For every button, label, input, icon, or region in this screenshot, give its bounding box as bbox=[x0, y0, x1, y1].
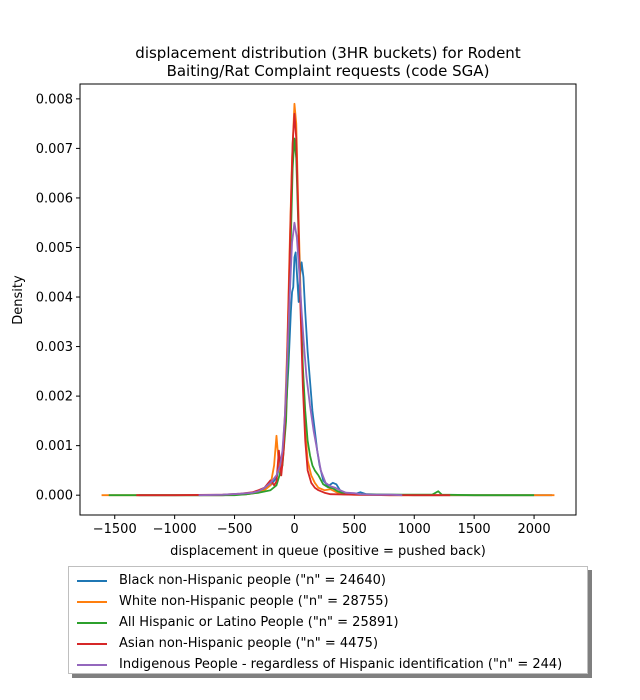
y-tick-label: 0.002 bbox=[36, 390, 73, 405]
y-tick-label: 0.004 bbox=[36, 291, 73, 306]
legend-label: All Hispanic or Latino People ("n" = 258… bbox=[119, 615, 399, 630]
plot-frame bbox=[79, 83, 577, 516]
y-tick-label: 0.006 bbox=[36, 191, 73, 206]
x-tick-label: −1500 bbox=[93, 522, 137, 537]
series-line-2 bbox=[101, 102, 555, 497]
chart-legend: Black non-Hispanic people ("n" = 24640) W… bbox=[68, 566, 588, 674]
legend-item: White non-Hispanic people ("n" = 28755) bbox=[69, 591, 587, 612]
legend-item: Indigenous People - regardless of Hispan… bbox=[69, 654, 587, 675]
y-tick-label: 0.007 bbox=[36, 142, 73, 157]
x-tick-label: −1000 bbox=[153, 522, 197, 537]
legend-label: White non-Hispanic people ("n" = 28755) bbox=[119, 594, 389, 609]
legend-label: Asian non-Hispanic people ("n" = 4475) bbox=[119, 636, 379, 651]
x-tick-label: 1000 bbox=[398, 522, 431, 537]
legend-item: Black non-Hispanic people ("n" = 24640) bbox=[69, 570, 587, 591]
chart-title-line: Baiting/Rat Complaint requests (code SGA… bbox=[167, 62, 490, 80]
legend-swatch bbox=[77, 600, 107, 603]
legend-label: Indigenous People - regardless of Hispan… bbox=[119, 657, 563, 672]
legend-swatch bbox=[77, 621, 107, 624]
series-line-5 bbox=[198, 221, 403, 497]
y-tick-label: 0.001 bbox=[36, 439, 73, 454]
x-axis-label: displacement in queue (positive = pushed… bbox=[170, 544, 486, 559]
x-tick-label: 500 bbox=[342, 522, 367, 537]
y-tick-label: 0.005 bbox=[36, 241, 73, 256]
y-axis-ticks: 0.000 0.001 0.002 0.003 0.004 0.005 0.006 0.007… bbox=[36, 92, 80, 504]
x-tick-label: 2000 bbox=[518, 522, 551, 537]
y-tick-label: 0.000 bbox=[36, 489, 73, 504]
series-line-3 bbox=[108, 137, 535, 497]
legend-swatch bbox=[77, 642, 107, 645]
legend-swatch bbox=[77, 579, 107, 582]
y-tick-label: 0.008 bbox=[36, 92, 73, 107]
legend-label: Black non-Hispanic people ("n" = 24640) bbox=[119, 573, 386, 588]
x-tick-label: −500 bbox=[217, 522, 253, 537]
y-tick-label: 0.003 bbox=[36, 340, 73, 355]
y-axis-label: Density bbox=[11, 275, 26, 325]
chart-title: displacement distribution (3HR buckets) … bbox=[135, 44, 521, 80]
series-line-1 bbox=[138, 251, 553, 497]
legend-item: Asian non-Hispanic people ("n" = 4475) bbox=[69, 633, 587, 654]
x-axis-ticks: −1500 −1000 −500 0 500 1000 1500 2000 bbox=[93, 515, 551, 537]
legend-swatch bbox=[77, 663, 107, 666]
x-tick-label: 0 bbox=[290, 522, 298, 537]
legend-item: All Hispanic or Latino People ("n" = 258… bbox=[69, 612, 587, 633]
series-lines bbox=[101, 102, 555, 497]
x-tick-label: 1500 bbox=[458, 522, 491, 537]
chart-title-line: displacement distribution (3HR buckets) … bbox=[135, 44, 521, 62]
